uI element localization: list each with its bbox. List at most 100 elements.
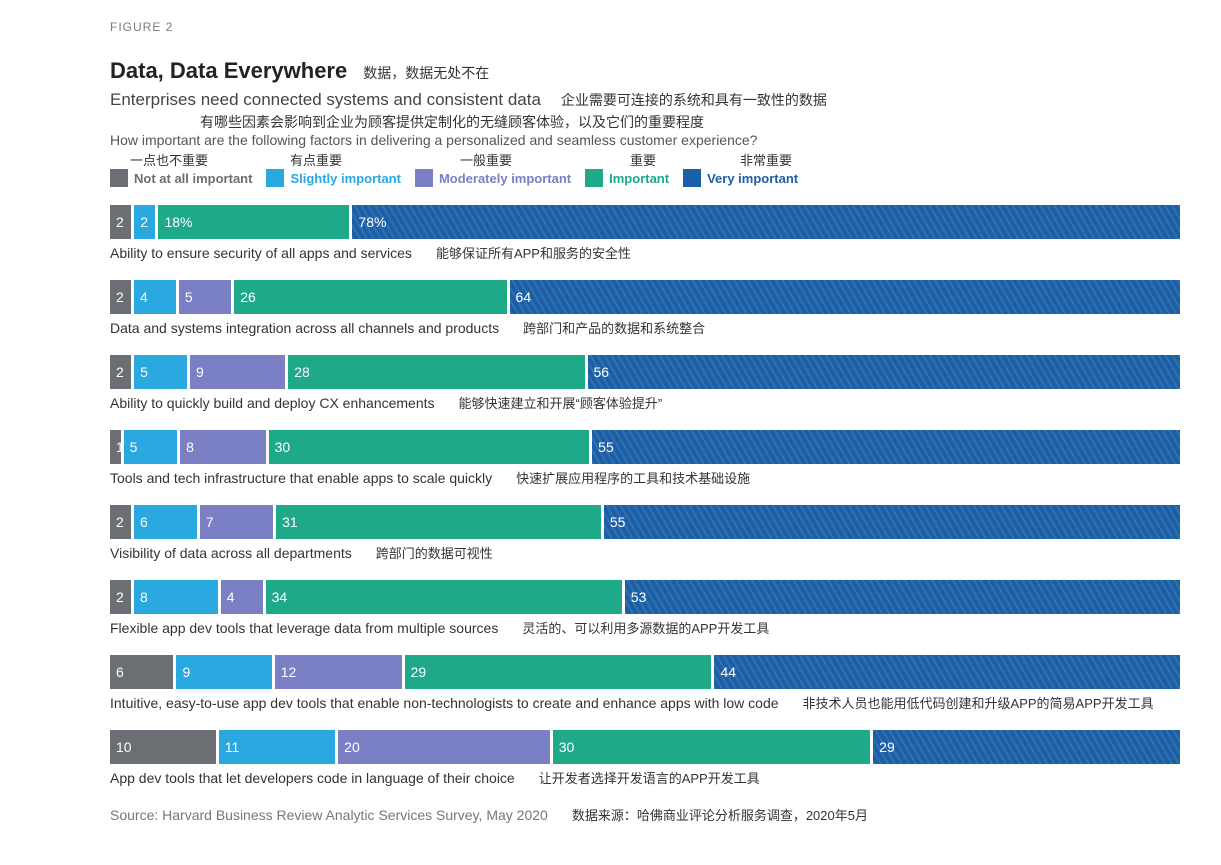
bar-seg-6-4: 44 [714, 655, 1180, 689]
bar-label-row-7: App dev tools that let developers code i… [110, 768, 1180, 787]
bar-seg-7-4: 29 [873, 730, 1180, 764]
bar-label-row-6: Intuitive, easy-to-use app dev tools tha… [110, 693, 1180, 712]
subtitle-row: Enterprises need connected systems and c… [110, 90, 1181, 110]
bar-seg-value-1-0: 2 [116, 289, 124, 305]
bar-label-row-2: Ability to quickly build and deploy CX e… [110, 393, 1180, 412]
bar-seg-value-7-3: 30 [559, 739, 575, 755]
bar-row-7: 1011203029 [110, 730, 1180, 764]
bar-seg-value-4-4: 55 [610, 514, 626, 530]
bar-seg-5-0: 2 [110, 580, 131, 614]
bar-seg-value-3-1: 5 [130, 439, 138, 455]
bar-group-5: 2843453Flexible app dev tools that lever… [110, 580, 1180, 637]
bar-group-2: 25 9 28 56 Ability to quickly build and depl… [110, 355, 1180, 412]
bar-seg-value-1-1: 4 [140, 289, 148, 305]
legend-label-very: Very important [707, 171, 798, 186]
legend-item-very: Very important [683, 169, 798, 187]
bar-seg-3-1: 5 [124, 430, 177, 464]
legend-label-moderately: Moderately important [439, 171, 571, 186]
bar-row-3: 1583055 [110, 430, 1180, 464]
question-cn: 有哪些因素会影响到企业为顾客提供定制化的无缝顾客体验，以及它们的重要程度 [200, 112, 1181, 132]
bar-seg-value-7-0: 10 [116, 739, 132, 755]
bar-label-row-0: Ability to ensure security of all apps a… [110, 243, 1180, 262]
source-en: Source: Harvard Business Review Analytic… [110, 807, 548, 823]
bar-row-0: 2218%78% [110, 205, 1180, 239]
bar-seg-value-4-2: 7 [206, 514, 214, 530]
bar-label-en-1: Data and systems integration across all … [110, 320, 499, 336]
bar-seg-value-5-0: 2 [116, 589, 124, 605]
bar-label-cn-4: 跨部门的数据可视性 [376, 543, 493, 562]
bar-seg-value-3-4: 55 [598, 439, 614, 455]
bar-label-en-6: Intuitive, easy-to-use app dev tools tha… [110, 695, 779, 711]
bar-label-row-3: Tools and tech infrastructure that enabl… [110, 468, 1180, 487]
bar-group-6: 6 9 12 29 44 Intuitive, easy-to-use app dev t… [110, 655, 1180, 712]
title-row: Data, Data Everywhere 数据，数据无处不在 [110, 58, 1181, 84]
legend-item-important: Important [585, 169, 669, 187]
bar-row-5: 2843453 [110, 580, 1180, 614]
bar-seg-3-2: 8 [180, 430, 265, 464]
bar-label-en-4: Visibility of data across all department… [110, 545, 352, 561]
bar-seg-2-3: 28 [288, 355, 584, 389]
bar-label-cn-1: 跨部门和产品的数据和系统整合 [523, 318, 705, 337]
bar-seg-7-0: 10 [110, 730, 216, 764]
bar-seg-value-5-4: 53 [631, 589, 647, 605]
bar-seg-2-0: 2 [110, 355, 131, 389]
bar-seg-value-3-2: 8 [186, 439, 194, 455]
bar-seg-7-3: 30 [553, 730, 870, 764]
bar-seg-value-2-4: 56 [594, 364, 610, 380]
figure-label: FIGURE 2 [110, 20, 1181, 34]
bar-seg-0-0: 2 [110, 205, 131, 239]
bar-group-7: 1011203029App dev tools that let develop… [110, 730, 1180, 787]
bar-seg-value-6-1: 9 [182, 664, 190, 680]
bar-label-cn-2: 能够快速建立和开展“顾客体验提升” [459, 393, 663, 412]
bar-group-3: 1583055Tools and tech infrastructure tha… [110, 430, 1180, 487]
bar-seg-value-7-4: 29 [879, 739, 895, 755]
bar-seg-value-4-0: 2 [116, 514, 124, 530]
bar-seg-6-3: 29 [405, 655, 712, 689]
bar-seg-4-4: 55 [604, 505, 1180, 539]
legend-cn-3: 重要 [630, 150, 740, 169]
bar-label-en-3: Tools and tech infrastructure that enabl… [110, 470, 492, 486]
bar-seg-1-2: 5 [179, 280, 231, 314]
bar-seg-5-1: 8 [134, 580, 218, 614]
bar-seg-value-6-0: 6 [116, 664, 124, 680]
bar-seg-value-1-2: 5 [185, 289, 193, 305]
legend-swatch-slightly [266, 169, 284, 187]
bar-label-en-0: Ability to ensure security of all apps a… [110, 245, 412, 261]
bar-seg-value-7-1: 11 [225, 739, 240, 755]
bar-seg-3-0: 1 [110, 430, 121, 464]
bar-seg-value-6-2: 12 [281, 664, 297, 680]
bar-seg-value-6-4: 44 [720, 664, 736, 680]
bar-label-cn-6: 非技术人员也能用低代码创建和升级APP的简易APP开发工具 [803, 693, 1154, 712]
bar-seg-6-0: 6 [110, 655, 173, 689]
bar-label-en-5: Flexible app dev tools that leverage dat… [110, 620, 498, 636]
bar-row-6: 6 9 12 29 44 [110, 655, 1180, 689]
bar-seg-3-4: 55 [592, 430, 1180, 464]
bar-seg-value-4-1: 6 [140, 514, 148, 530]
bar-seg-value-1-4: 64 [516, 289, 532, 305]
bar-seg-value-3-0: 1 [116, 439, 121, 455]
bar-seg-value-6-3: 29 [411, 664, 427, 680]
bar-seg-5-3: 34 [266, 580, 622, 614]
legend-cn-0: 一点也不重要 [130, 150, 290, 169]
bar-seg-value-0-0: 2 [116, 214, 124, 230]
bar-seg-value-2-0: 2 [116, 364, 124, 380]
bar-seg-value-2-2: 9 [196, 364, 204, 380]
bar-label-row-5: Flexible app dev tools that leverage dat… [110, 618, 1180, 637]
bar-label-en-2: Ability to quickly build and deploy CX e… [110, 395, 435, 411]
bar-seg-value-2-1: 5 [140, 364, 148, 380]
bar-label-row-1: Data and systems integration across all … [110, 318, 1180, 337]
legend-cn-4: 非常重要 [740, 150, 840, 169]
bar-seg-0-3: 18% [158, 205, 349, 239]
subtitle-cn: 企业需要可连接的系统和具有一致性的数据 [561, 90, 827, 110]
legend-swatch-not_at_all [110, 169, 128, 187]
bar-seg-4-2: 7 [200, 505, 273, 539]
bar-seg-7-1: 11 [219, 730, 335, 764]
bar-seg-0-4: 78% [352, 205, 1180, 239]
bar-seg-4-1: 6 [134, 505, 197, 539]
bar-seg-value-1-3: 26 [240, 289, 256, 305]
legend-label-important: Important [609, 171, 669, 186]
question-en: How important are the following factors … [110, 132, 1181, 148]
legend-swatch-very [683, 169, 701, 187]
bar-seg-value-0-4: 78% [358, 214, 386, 230]
bars-area: 2 2 18% 78% Ability to ensure security of al… [110, 205, 1180, 787]
